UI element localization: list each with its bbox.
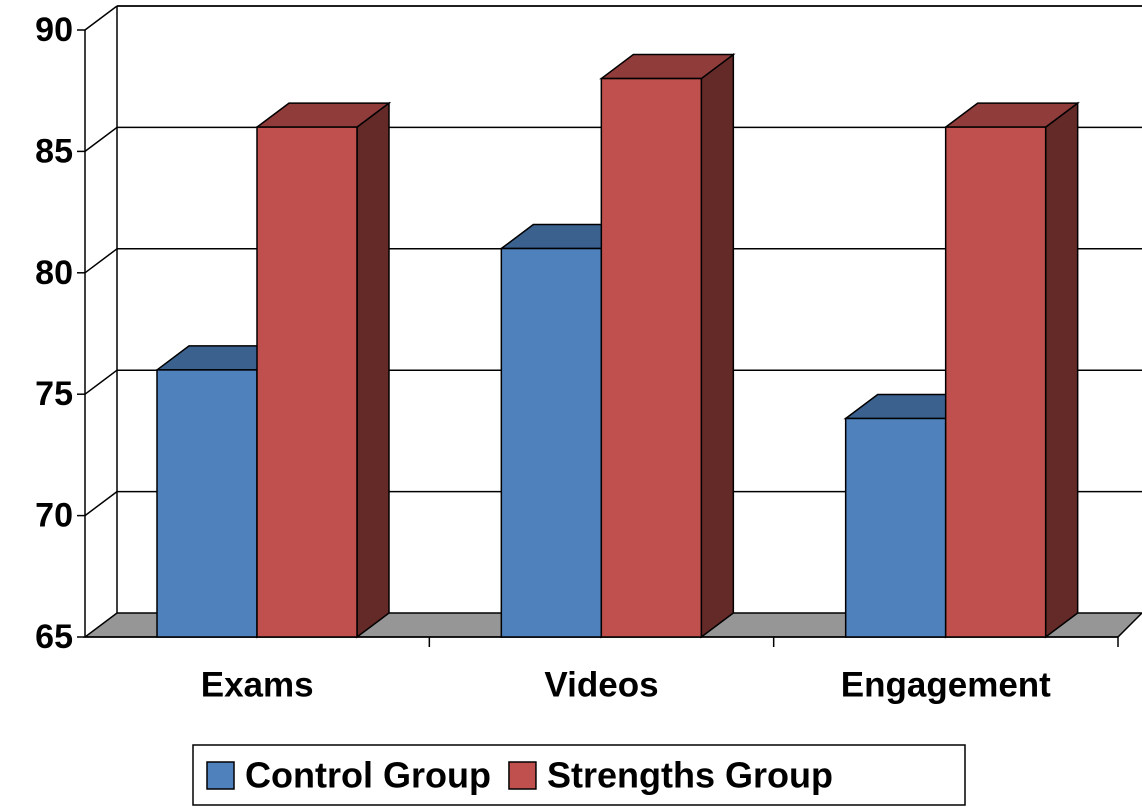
legend-swatch bbox=[206, 761, 235, 790]
legend-label: Strengths Group bbox=[547, 755, 833, 796]
bar-front bbox=[256, 126, 358, 638]
bar bbox=[599, 53, 736, 639]
y-tick-label: 80 bbox=[35, 254, 73, 292]
bar-front bbox=[500, 247, 603, 638]
legend: Control Group Strengths Group bbox=[192, 744, 966, 806]
x-tick-label: Videos bbox=[544, 665, 658, 704]
y-tick-label: 70 bbox=[35, 497, 73, 535]
grid-line bbox=[84, 248, 118, 274]
grid-line bbox=[84, 369, 118, 395]
y-tick-label: 90 bbox=[35, 11, 73, 49]
bar bbox=[943, 101, 1080, 639]
y-tick-label: 85 bbox=[35, 132, 73, 170]
grid-line bbox=[84, 491, 118, 517]
grid-line bbox=[84, 126, 118, 152]
legend-label: Control Group bbox=[245, 755, 491, 796]
bar-side bbox=[700, 53, 735, 639]
legend-box bbox=[192, 744, 966, 806]
x-tick-label: Engagement bbox=[841, 665, 1051, 704]
x-tick-label: Exams bbox=[201, 665, 314, 704]
legend-swatch bbox=[508, 761, 537, 790]
grid-line bbox=[84, 5, 118, 31]
bar-front bbox=[600, 77, 703, 638]
bar-side bbox=[356, 101, 390, 639]
bar-side bbox=[1044, 101, 1079, 639]
y-tick-label: 75 bbox=[35, 375, 73, 413]
bar bbox=[254, 101, 392, 639]
y-tick-label: 65 bbox=[35, 618, 73, 656]
bar-front bbox=[156, 369, 258, 638]
bar-front bbox=[944, 126, 1047, 638]
bar-front bbox=[844, 417, 947, 638]
